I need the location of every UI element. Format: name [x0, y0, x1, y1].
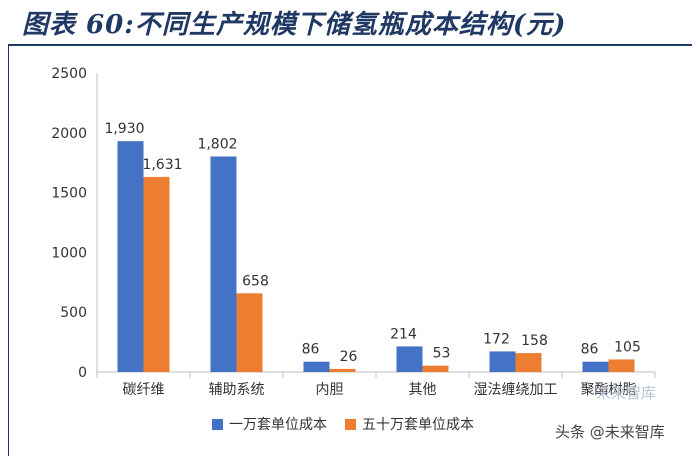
bar-series2 — [329, 368, 356, 372]
data-label: 105 — [614, 339, 641, 355]
bar-series2 — [143, 176, 170, 372]
x-category-label: 辅助系统 — [209, 382, 265, 398]
data-label: 26 — [340, 349, 358, 365]
data-label: 53 — [433, 346, 451, 362]
x-category-label: 碳纤维 — [123, 382, 165, 398]
bar-series1 — [582, 361, 609, 372]
y-tick-label: 1500 — [51, 186, 87, 202]
bar-series1 — [396, 346, 423, 372]
legend-item-series1: 一万套单位成本 — [212, 414, 327, 434]
bar-series1 — [117, 141, 144, 372]
data-label: 1,631 — [142, 157, 182, 173]
bar-series2 — [422, 365, 449, 372]
data-label: 158 — [521, 333, 548, 349]
data-label: 214 — [390, 326, 417, 342]
legend-label-series2: 五十万套单位成本 — [362, 417, 474, 433]
data-label: 658 — [242, 273, 269, 289]
legend-swatch-series2 — [345, 418, 356, 430]
legend-item-series2: 五十万套单位成本 — [345, 414, 474, 434]
watermark: 头条 @未来智库 — [555, 423, 665, 441]
y-tick-label: 0 — [78, 365, 87, 381]
legend-swatch-series1 — [212, 418, 223, 430]
x-category-label: 内胆 — [316, 382, 344, 398]
bar-series2 — [515, 353, 542, 372]
y-tick-label: 2500 — [51, 66, 87, 82]
bar-series1 — [210, 156, 237, 372]
data-label: 1,802 — [197, 136, 237, 152]
legend: 一万套单位成本 五十万套单位成本 — [212, 414, 474, 434]
bar-series2 — [608, 359, 635, 372]
bar-series1 — [489, 351, 516, 372]
data-label: 1,930 — [104, 121, 144, 137]
y-tick-label: 1000 — [51, 245, 87, 261]
x-category-label: 湿法缠绕加工 — [474, 381, 558, 398]
chart-title: 图表 60:不同生产规模下储氢瓶成本结构(元) — [22, 10, 567, 40]
watermark-ghost: 未来智库 — [596, 384, 657, 402]
y-tick-label: 500 — [60, 305, 87, 321]
x-category-label: 聚酯树脂 — [581, 382, 637, 398]
y-tick-label: 2000 — [51, 126, 87, 142]
left-border — [8, 46, 9, 456]
data-label: 86 — [581, 342, 599, 358]
x-category-label: 其他 — [409, 382, 437, 398]
data-label: 172 — [483, 331, 510, 347]
legend-label-series1: 一万套单位成本 — [229, 417, 327, 433]
title-bar: 图表 60:不同生产规模下储氢瓶成本结构(元) — [0, 0, 700, 44]
bar-series1 — [303, 361, 330, 372]
data-label: 86 — [302, 342, 320, 358]
bar-series2 — [236, 293, 263, 372]
title-divider — [8, 44, 692, 46]
